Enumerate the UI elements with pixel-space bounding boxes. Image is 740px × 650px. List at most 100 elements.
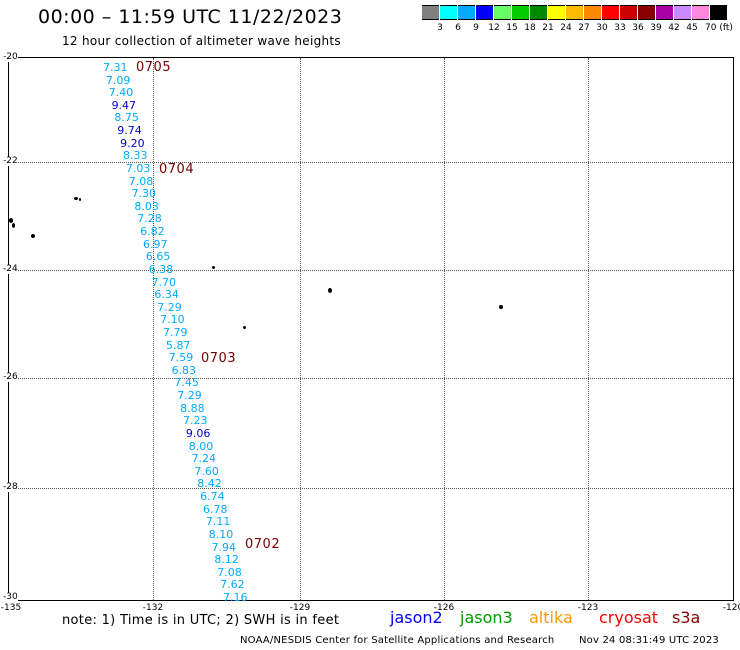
colorbar-swatch bbox=[458, 5, 475, 20]
latitude-label: -26 bbox=[3, 372, 18, 382]
wave-height-value: 8.88 bbox=[180, 401, 205, 415]
longitude-label: -132 bbox=[142, 603, 164, 613]
wave-height-value: 7.11 bbox=[205, 515, 231, 529]
colorbar-swatch bbox=[656, 5, 673, 20]
wave-height-value: 6.97 bbox=[143, 237, 168, 251]
wave-height-value: 7.70 bbox=[151, 275, 177, 289]
generated-timestamp: Nov 24 08:31:49 UTC 2023 bbox=[579, 635, 719, 646]
credit-line: NOAA/NESDIS Center for Satellite Applica… bbox=[240, 635, 555, 646]
wave-height-value: 7.23 bbox=[183, 414, 208, 428]
pass-label: 0703 bbox=[201, 351, 237, 366]
colorbar-label: 33 bbox=[614, 23, 626, 33]
grid-line-vertical bbox=[588, 58, 589, 600]
grid-line-horizontal bbox=[9, 488, 733, 489]
colorbar-label: 45 bbox=[686, 23, 698, 33]
wave-height-value: 8.75 bbox=[114, 111, 139, 125]
wave-height-value: 7.29 bbox=[177, 389, 202, 403]
wave-height-value: 6.38 bbox=[148, 262, 174, 276]
wave-height-value: 9.06 bbox=[185, 426, 211, 440]
pass-label: 0704 bbox=[159, 162, 195, 177]
wave-height-value: 9.20 bbox=[120, 136, 145, 150]
map-frame bbox=[8, 57, 734, 601]
island-marker bbox=[74, 197, 78, 200]
wave-height-value: 6.82 bbox=[140, 225, 165, 239]
island-marker bbox=[12, 223, 15, 228]
colorbar-swatch bbox=[494, 5, 511, 20]
wave-height-value: 7.62 bbox=[220, 578, 245, 592]
wave-height-value: 8.00 bbox=[188, 439, 214, 453]
colorbar-swatch bbox=[674, 5, 691, 20]
wave-height-value: 7.28 bbox=[137, 212, 162, 226]
wave-height-value: 7.59 bbox=[168, 351, 194, 365]
wave-height-value: 8.03 bbox=[134, 199, 159, 213]
wave-height-value: 5.87 bbox=[165, 338, 191, 352]
latitude-label: -20 bbox=[3, 52, 18, 62]
colorbar-label: 18 bbox=[524, 23, 536, 33]
colorbar-swatch bbox=[638, 5, 655, 20]
colorbar-swatch bbox=[566, 5, 583, 20]
wave-height-value: 7.03 bbox=[125, 161, 151, 175]
grid-line-vertical bbox=[153, 58, 154, 600]
colorbar-swatch bbox=[476, 5, 493, 20]
longitude-label: -126 bbox=[433, 603, 455, 613]
sat-altika: altika bbox=[529, 608, 573, 627]
grid-line-horizontal bbox=[9, 378, 733, 379]
colorbar-label: 39 bbox=[650, 23, 662, 33]
wave-height-value: 6.74 bbox=[200, 490, 225, 504]
colorbar-label: 6 bbox=[455, 23, 461, 33]
colorbar-swatch bbox=[548, 5, 565, 20]
colorbar-label: 24 bbox=[560, 23, 572, 33]
sat-s3a: s3a bbox=[672, 608, 701, 627]
wave-height-value: 7.10 bbox=[160, 313, 185, 327]
island-marker bbox=[328, 288, 332, 293]
sat-jason2: jason2 bbox=[390, 608, 443, 627]
wave-height-value: 7.24 bbox=[191, 452, 217, 466]
wave-height-value: 9.47 bbox=[111, 98, 137, 112]
wave-height-value: 9.74 bbox=[117, 124, 142, 138]
colorbar-swatch bbox=[422, 5, 439, 20]
wave-height-value: 8.42 bbox=[197, 477, 222, 491]
island-marker bbox=[243, 326, 246, 329]
wave-height-value: 7.16 bbox=[223, 591, 248, 604]
latitude-label: -28 bbox=[3, 482, 18, 492]
wave-height-value: 7.40 bbox=[108, 86, 134, 100]
longitude-label: -135 bbox=[0, 603, 22, 613]
colorbar-swatch bbox=[602, 5, 619, 20]
grid-line-vertical bbox=[444, 58, 445, 600]
island-marker bbox=[79, 198, 81, 201]
pass-label: 0702 bbox=[245, 537, 281, 552]
grid-line-horizontal bbox=[9, 270, 733, 271]
colorbar-swatch bbox=[620, 5, 637, 20]
grid-line-vertical bbox=[300, 58, 301, 600]
wave-height-value: 7.09 bbox=[105, 73, 131, 87]
colorbar-label: 27 bbox=[578, 23, 590, 33]
wave-height-value: 6.34 bbox=[154, 288, 179, 302]
colorbar-swatch bbox=[584, 5, 601, 20]
island-marker bbox=[31, 234, 35, 238]
colorbar-label: 42 bbox=[668, 23, 680, 33]
colorbar-label: 3 bbox=[437, 23, 443, 33]
wave-height-value: 7.08 bbox=[217, 565, 242, 579]
island-marker bbox=[9, 218, 13, 223]
grid-line-horizontal bbox=[9, 162, 733, 163]
wave-height-value: 7.31 bbox=[103, 61, 128, 74]
wave-height-value: 7.45 bbox=[174, 376, 199, 390]
colorbar-swatch bbox=[710, 5, 727, 20]
sat-cryosat: cryosat bbox=[599, 608, 659, 627]
wave-height-value: 8.12 bbox=[214, 553, 239, 567]
wave-height-value: 6.78 bbox=[203, 502, 228, 516]
pass-label: 0705 bbox=[136, 60, 172, 75]
colorbar-swatch bbox=[512, 5, 529, 20]
page-title: 00:00 – 11:59 UTC 11/22/2023 bbox=[38, 6, 343, 28]
wave-height-value: 8.33 bbox=[123, 149, 148, 163]
sat-jason3: jason3 bbox=[460, 608, 513, 627]
colorbar-label: 9 bbox=[473, 23, 479, 33]
latitude-label: -22 bbox=[3, 156, 18, 166]
colorbar-swatch bbox=[530, 5, 547, 20]
wave-height-value: 7.29 bbox=[157, 300, 182, 314]
island-marker bbox=[212, 266, 215, 269]
footer-note: note: 1) Time is in UTC; 2) SWH is in fe… bbox=[62, 613, 340, 628]
colorbar-label: 12 bbox=[488, 23, 500, 33]
colorbar-label: 21 bbox=[542, 23, 554, 33]
latitude-label: -30 bbox=[3, 592, 18, 602]
